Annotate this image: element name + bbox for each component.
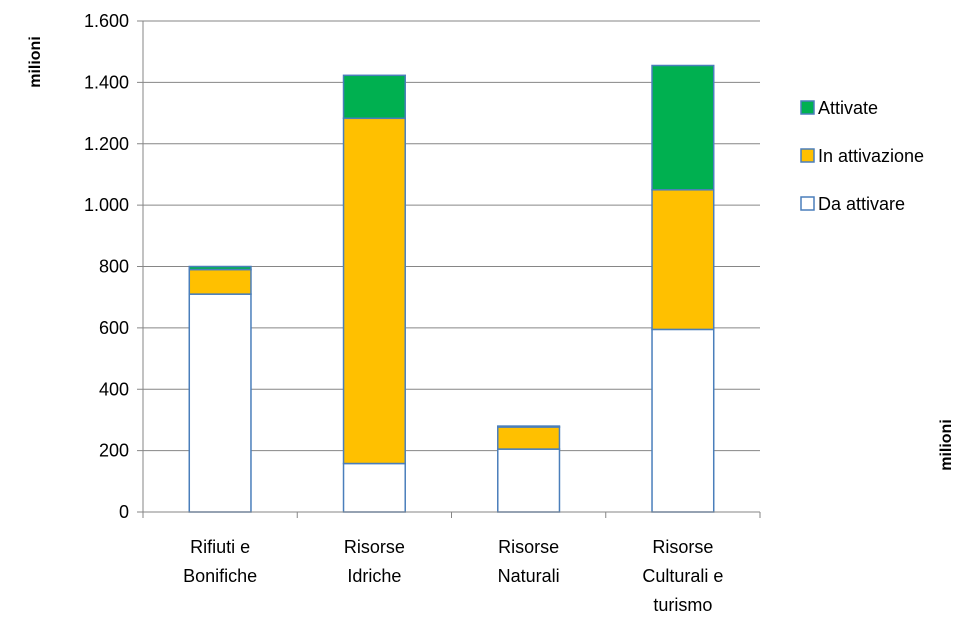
- y-tick-label: 1.200: [84, 134, 129, 154]
- y-tick-label: 800: [99, 257, 129, 277]
- x-tick-labels: Rifiuti e Bonifiche Risorse Idriche Risorse N…: [183, 537, 723, 615]
- y-tick-label: 1.400: [84, 72, 129, 92]
- legend-item: Attivate: [800, 98, 878, 118]
- bar-segment-da-attivare: [188, 293, 252, 513]
- y-tick-label: 0: [119, 502, 129, 522]
- x-tick-label: turismo: [653, 595, 712, 615]
- legend-label: In attivazione: [818, 146, 924, 166]
- bar-segment-da-attivare: [497, 448, 561, 513]
- axes: [137, 20, 761, 518]
- bar-segment-attivate: [188, 265, 252, 271]
- x-tick-label: Naturali: [498, 566, 560, 586]
- legend-item: In attivazione: [800, 146, 924, 166]
- legend-item: Da attivare: [800, 194, 905, 214]
- y-axis-title: milioni: [27, 36, 44, 88]
- x-tick-label: Risorse: [344, 537, 405, 557]
- bar-segment-da-attivare: [651, 328, 715, 513]
- x-tick-label: Risorse: [652, 537, 713, 557]
- x-tick-label: Culturali e: [642, 566, 723, 586]
- y-tick-label: 400: [99, 379, 129, 399]
- y-tick-label: 1.600: [84, 11, 129, 31]
- bar-segment-da-attivare: [342, 462, 406, 513]
- y-tick-labels: 0 200 400 600 800 1.000 1.200 1.400 1.600: [84, 11, 129, 522]
- legend-label: Attivate: [818, 98, 878, 118]
- bar-segment-in-attivazione: [497, 426, 561, 450]
- bar-segment-in-attivazione: [651, 189, 715, 331]
- y-tick-label: 600: [99, 318, 129, 338]
- y-tick-label: 200: [99, 441, 129, 461]
- y-tick-label: 1.000: [84, 195, 129, 215]
- x-tick-label: Rifiuti e: [190, 537, 250, 557]
- bar-segment-in-attivazione: [188, 268, 252, 295]
- legend-swatch: [800, 100, 815, 115]
- bar-segment-attivate: [342, 74, 406, 120]
- bars: [188, 64, 715, 513]
- legend-swatch: [800, 196, 815, 211]
- y-axis-title-right: milioni: [938, 419, 955, 471]
- legend: Attivate In attivazione Da attivare: [800, 98, 924, 214]
- bar-segment-attivate: [497, 425, 561, 428]
- x-tick-label: Idriche: [347, 566, 401, 586]
- x-tick-label: Risorse: [498, 537, 559, 557]
- bar-segment-in-attivazione: [342, 117, 406, 465]
- legend-swatch: [800, 148, 815, 163]
- x-tick-label: Bonifiche: [183, 566, 257, 586]
- bar-segment-attivate: [651, 64, 715, 191]
- legend-label: Da attivare: [818, 194, 905, 214]
